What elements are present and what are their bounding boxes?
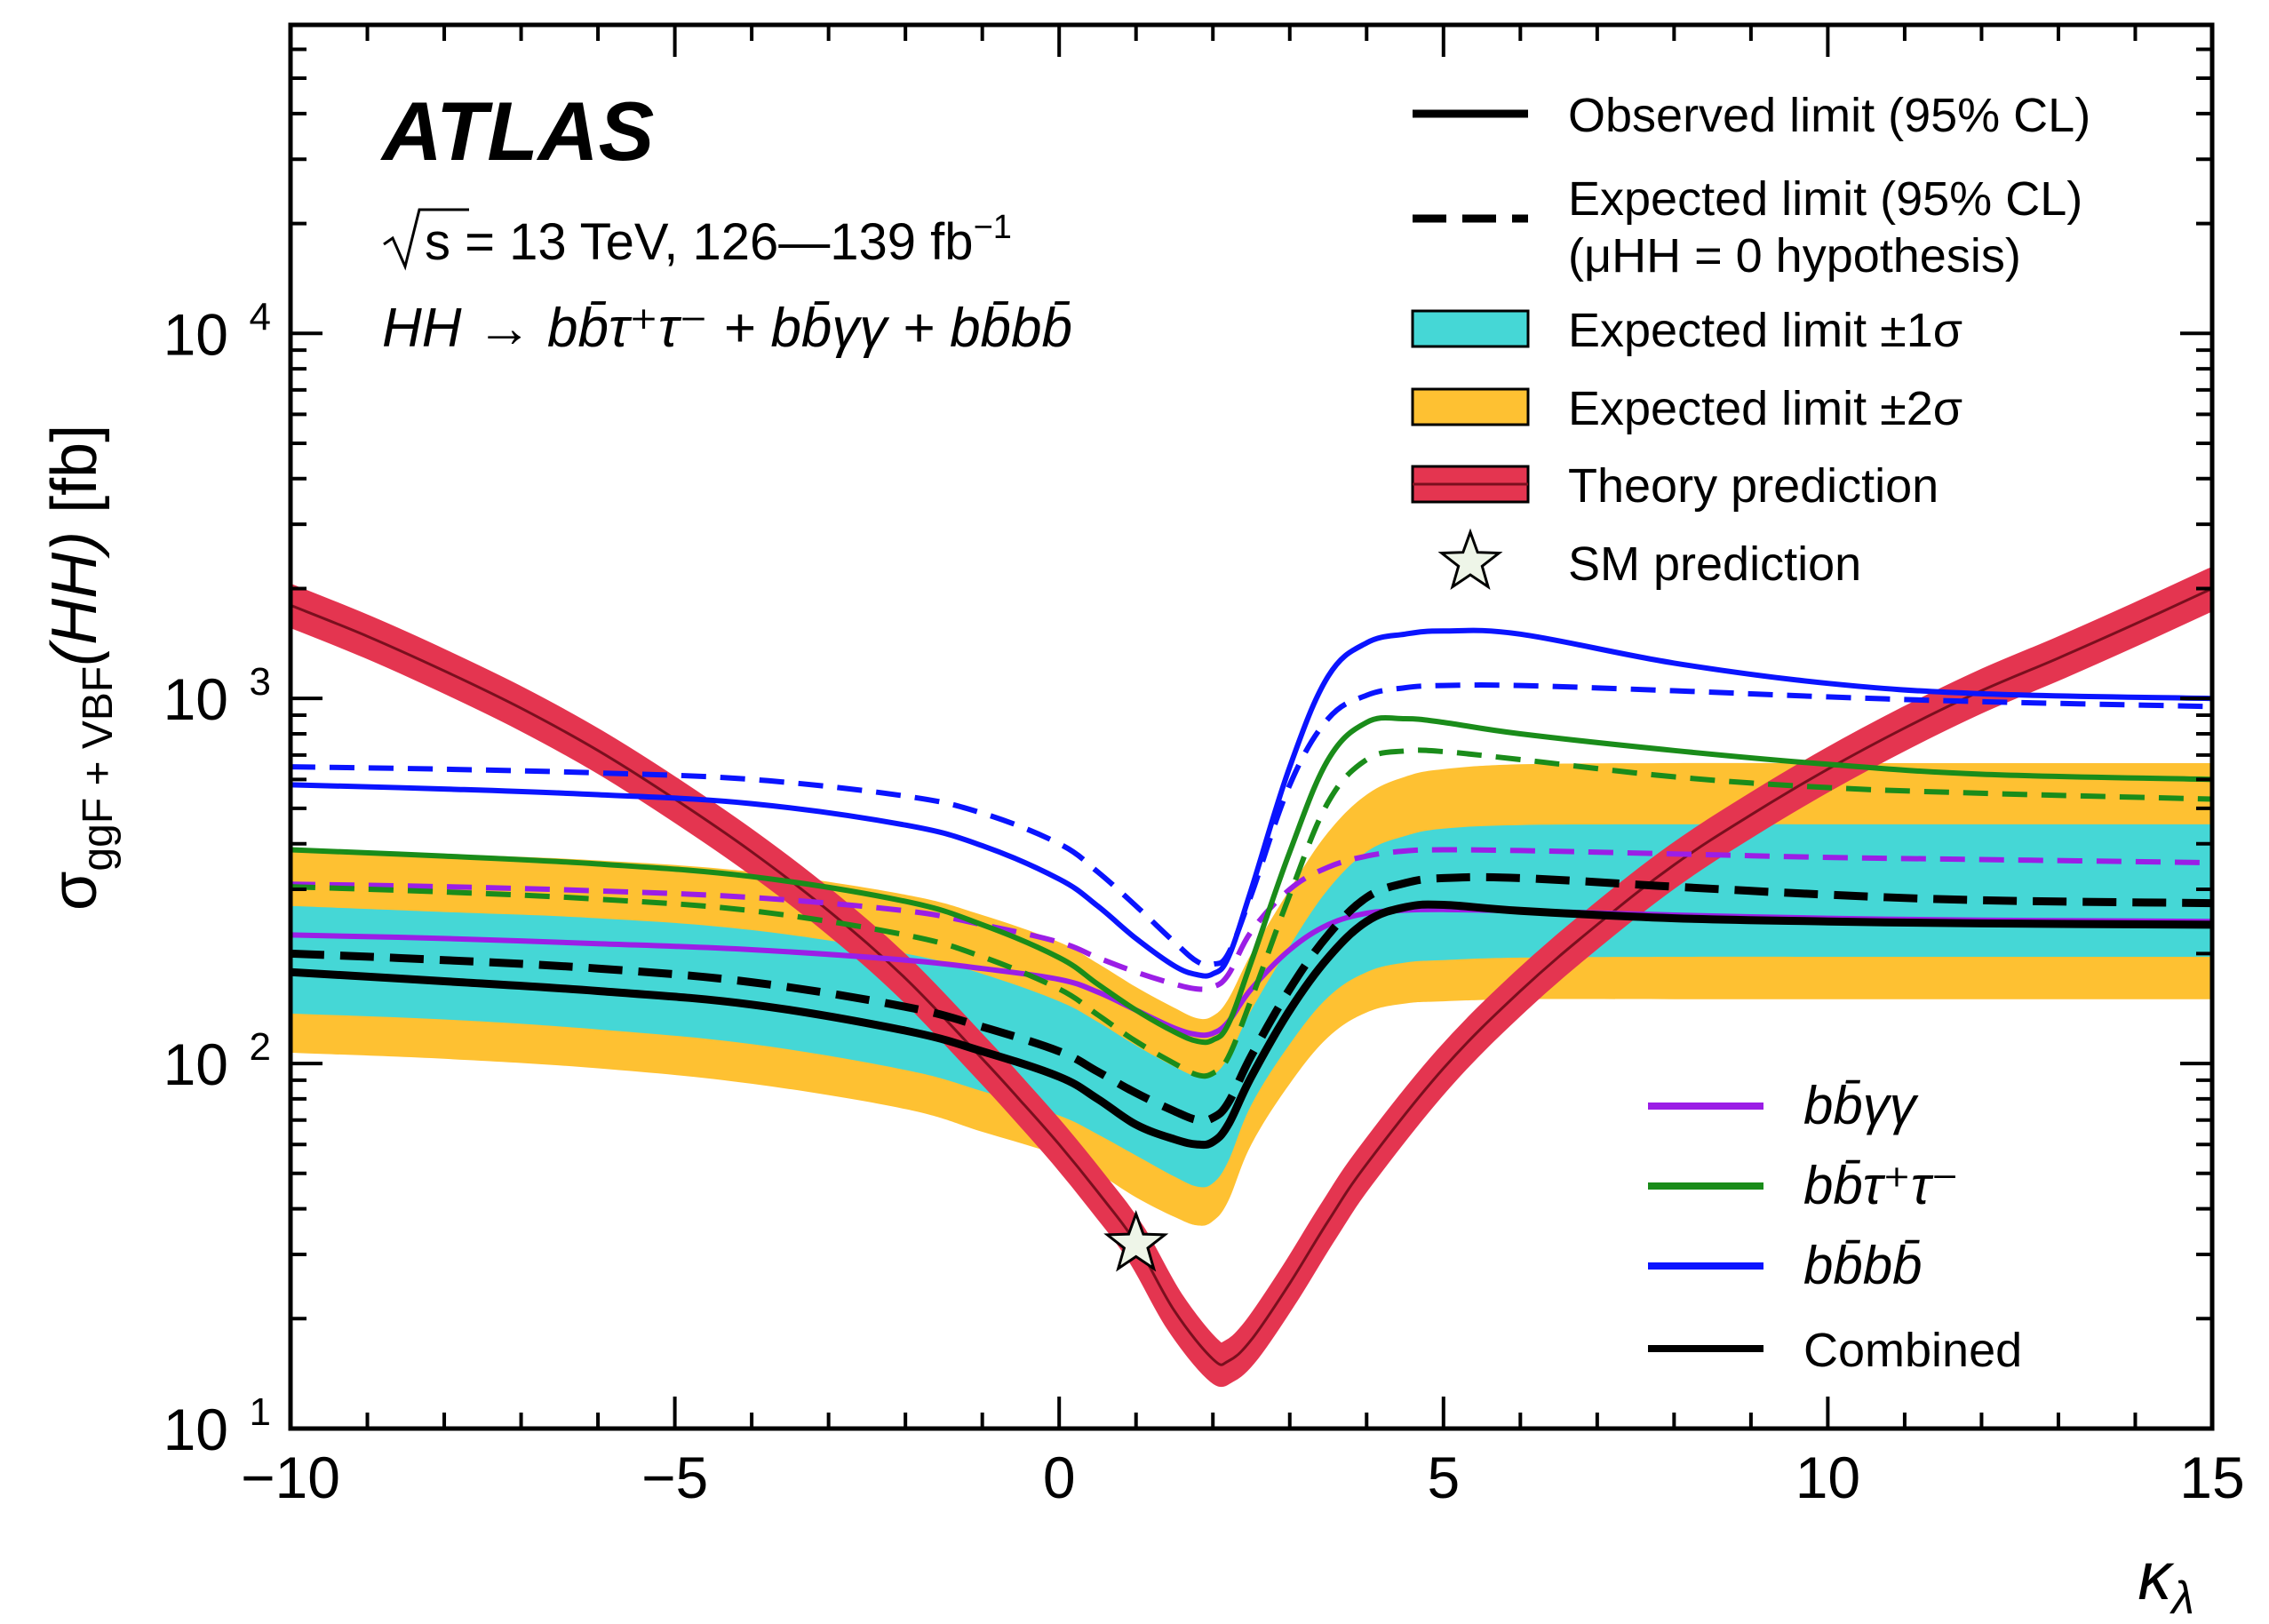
legend-label: Expected limit ±2σ (1568, 382, 1962, 435)
legend-label: SM prediction (1568, 537, 1861, 591)
series-combined-observed (291, 900, 2212, 1150)
channel-legend-label: Combined (1803, 1324, 2022, 1377)
legend-label: Observed limit (95% CL) (1568, 89, 2090, 142)
legend-swatch (1411, 309, 1530, 348)
sqrt-sign (383, 208, 469, 271)
y-tick-exponent: 1 (250, 1390, 271, 1434)
sm-point-star (1103, 1209, 1169, 1272)
channels-label: HH → bb̄τ⁺τ⁻ + bb̄γγ + bb̄bb̄ (382, 298, 1072, 359)
x-tick-label: 5 (1427, 1445, 1460, 1510)
legend-label-2: (μHH = 0 hypothesis) (1568, 229, 2021, 283)
channel-legend-label: bb̄bb̄ (1803, 1236, 1922, 1295)
y-tick-exponent: 4 (250, 295, 271, 338)
legend-label: Expected limit (95% CL) (1568, 172, 2082, 226)
legend-entry-band2: Expected limit ±2σ (1411, 382, 1962, 435)
legend-entry-dashed: Expected limit (95% CL)(μHH = 0 hypothes… (1413, 172, 2082, 283)
channel-legend-entry: bb̄bb̄ (1648, 1236, 1922, 1295)
y-tick-exponent: 2 (250, 1025, 271, 1069)
legend-label: Theory prediction (1568, 459, 1939, 513)
axis-tick-labels: −10 −5 0 5 10 15 10 1 10 2 10 3 10 4 (163, 295, 2245, 1510)
series-bbtautau-observed (291, 714, 2212, 1046)
x-tick-label: −10 (241, 1445, 340, 1510)
x-tick-label: 10 (1795, 1445, 1860, 1510)
channel-legend-label: bb̄τ⁺τ⁻ (1803, 1156, 1959, 1215)
x-tick-label: 0 (1043, 1445, 1076, 1510)
y-tick-label: 10 (163, 666, 228, 732)
y-tick-label: 10 (163, 1031, 228, 1097)
svg-text:s = 13 TeV, 126—139 fb−1: s = 13 TeV, 126—139 fb−1 (425, 209, 1012, 271)
legend-label: Expected limit ±1σ (1568, 304, 1962, 357)
channel-legend-entry: bb̄γγ (1648, 1076, 1919, 1135)
theory-band (291, 567, 2212, 1388)
channel-legend-entry: Combined (1648, 1324, 2022, 1377)
legend-swatch (1437, 528, 1503, 591)
series-bbbb-expected (291, 682, 2212, 968)
legend-entry-theory: Theory prediction (1411, 459, 1939, 513)
theory-prediction-group (291, 567, 2212, 1388)
channel-legend-label: bb̄γγ (1803, 1076, 1919, 1135)
series-combined-expected (291, 872, 2212, 1125)
legend-entry-band1: Expected limit ±1σ (1411, 304, 1962, 357)
legend-entry-star: SM prediction (1437, 528, 1861, 591)
legend-swatch (1411, 387, 1530, 426)
plot-frame (288, 22, 2215, 1431)
x-tick-label: −5 (641, 1445, 708, 1510)
y-tick-exponent: 3 (250, 660, 271, 704)
y-tick-label: 10 (163, 301, 228, 367)
energy-label: s = 13 TeV, 126—139 fb−1 (383, 208, 1012, 271)
axis-ticks (289, 23, 2214, 1430)
y-tick-label: 10 (163, 1397, 228, 1462)
legend-entry-solid: Observed limit (95% CL) (1413, 89, 2090, 142)
series-bbtautau-expected (291, 747, 2212, 1079)
theory-line (291, 587, 2212, 1366)
legend-channels: bb̄γγ bb̄τ⁺τ⁻ bb̄bb̄ Combined (1648, 1076, 2022, 1377)
x-axis-label: κλ (2138, 1539, 2194, 1624)
legend-main: Observed limit (95% CL) Expected limit (9… (1411, 89, 2090, 591)
series-bbyy-expected (291, 847, 2212, 992)
y-axis-label: σggF + VBF(HH) [fb] (39, 425, 122, 911)
limit-curves (291, 627, 2212, 1150)
experiment-label: ATLAS (380, 84, 654, 178)
channel-legend-entry: bb̄τ⁺τ⁻ (1648, 1156, 1959, 1215)
sm-point-group (1103, 1209, 1169, 1272)
x-tick-label: 15 (2179, 1445, 2244, 1510)
